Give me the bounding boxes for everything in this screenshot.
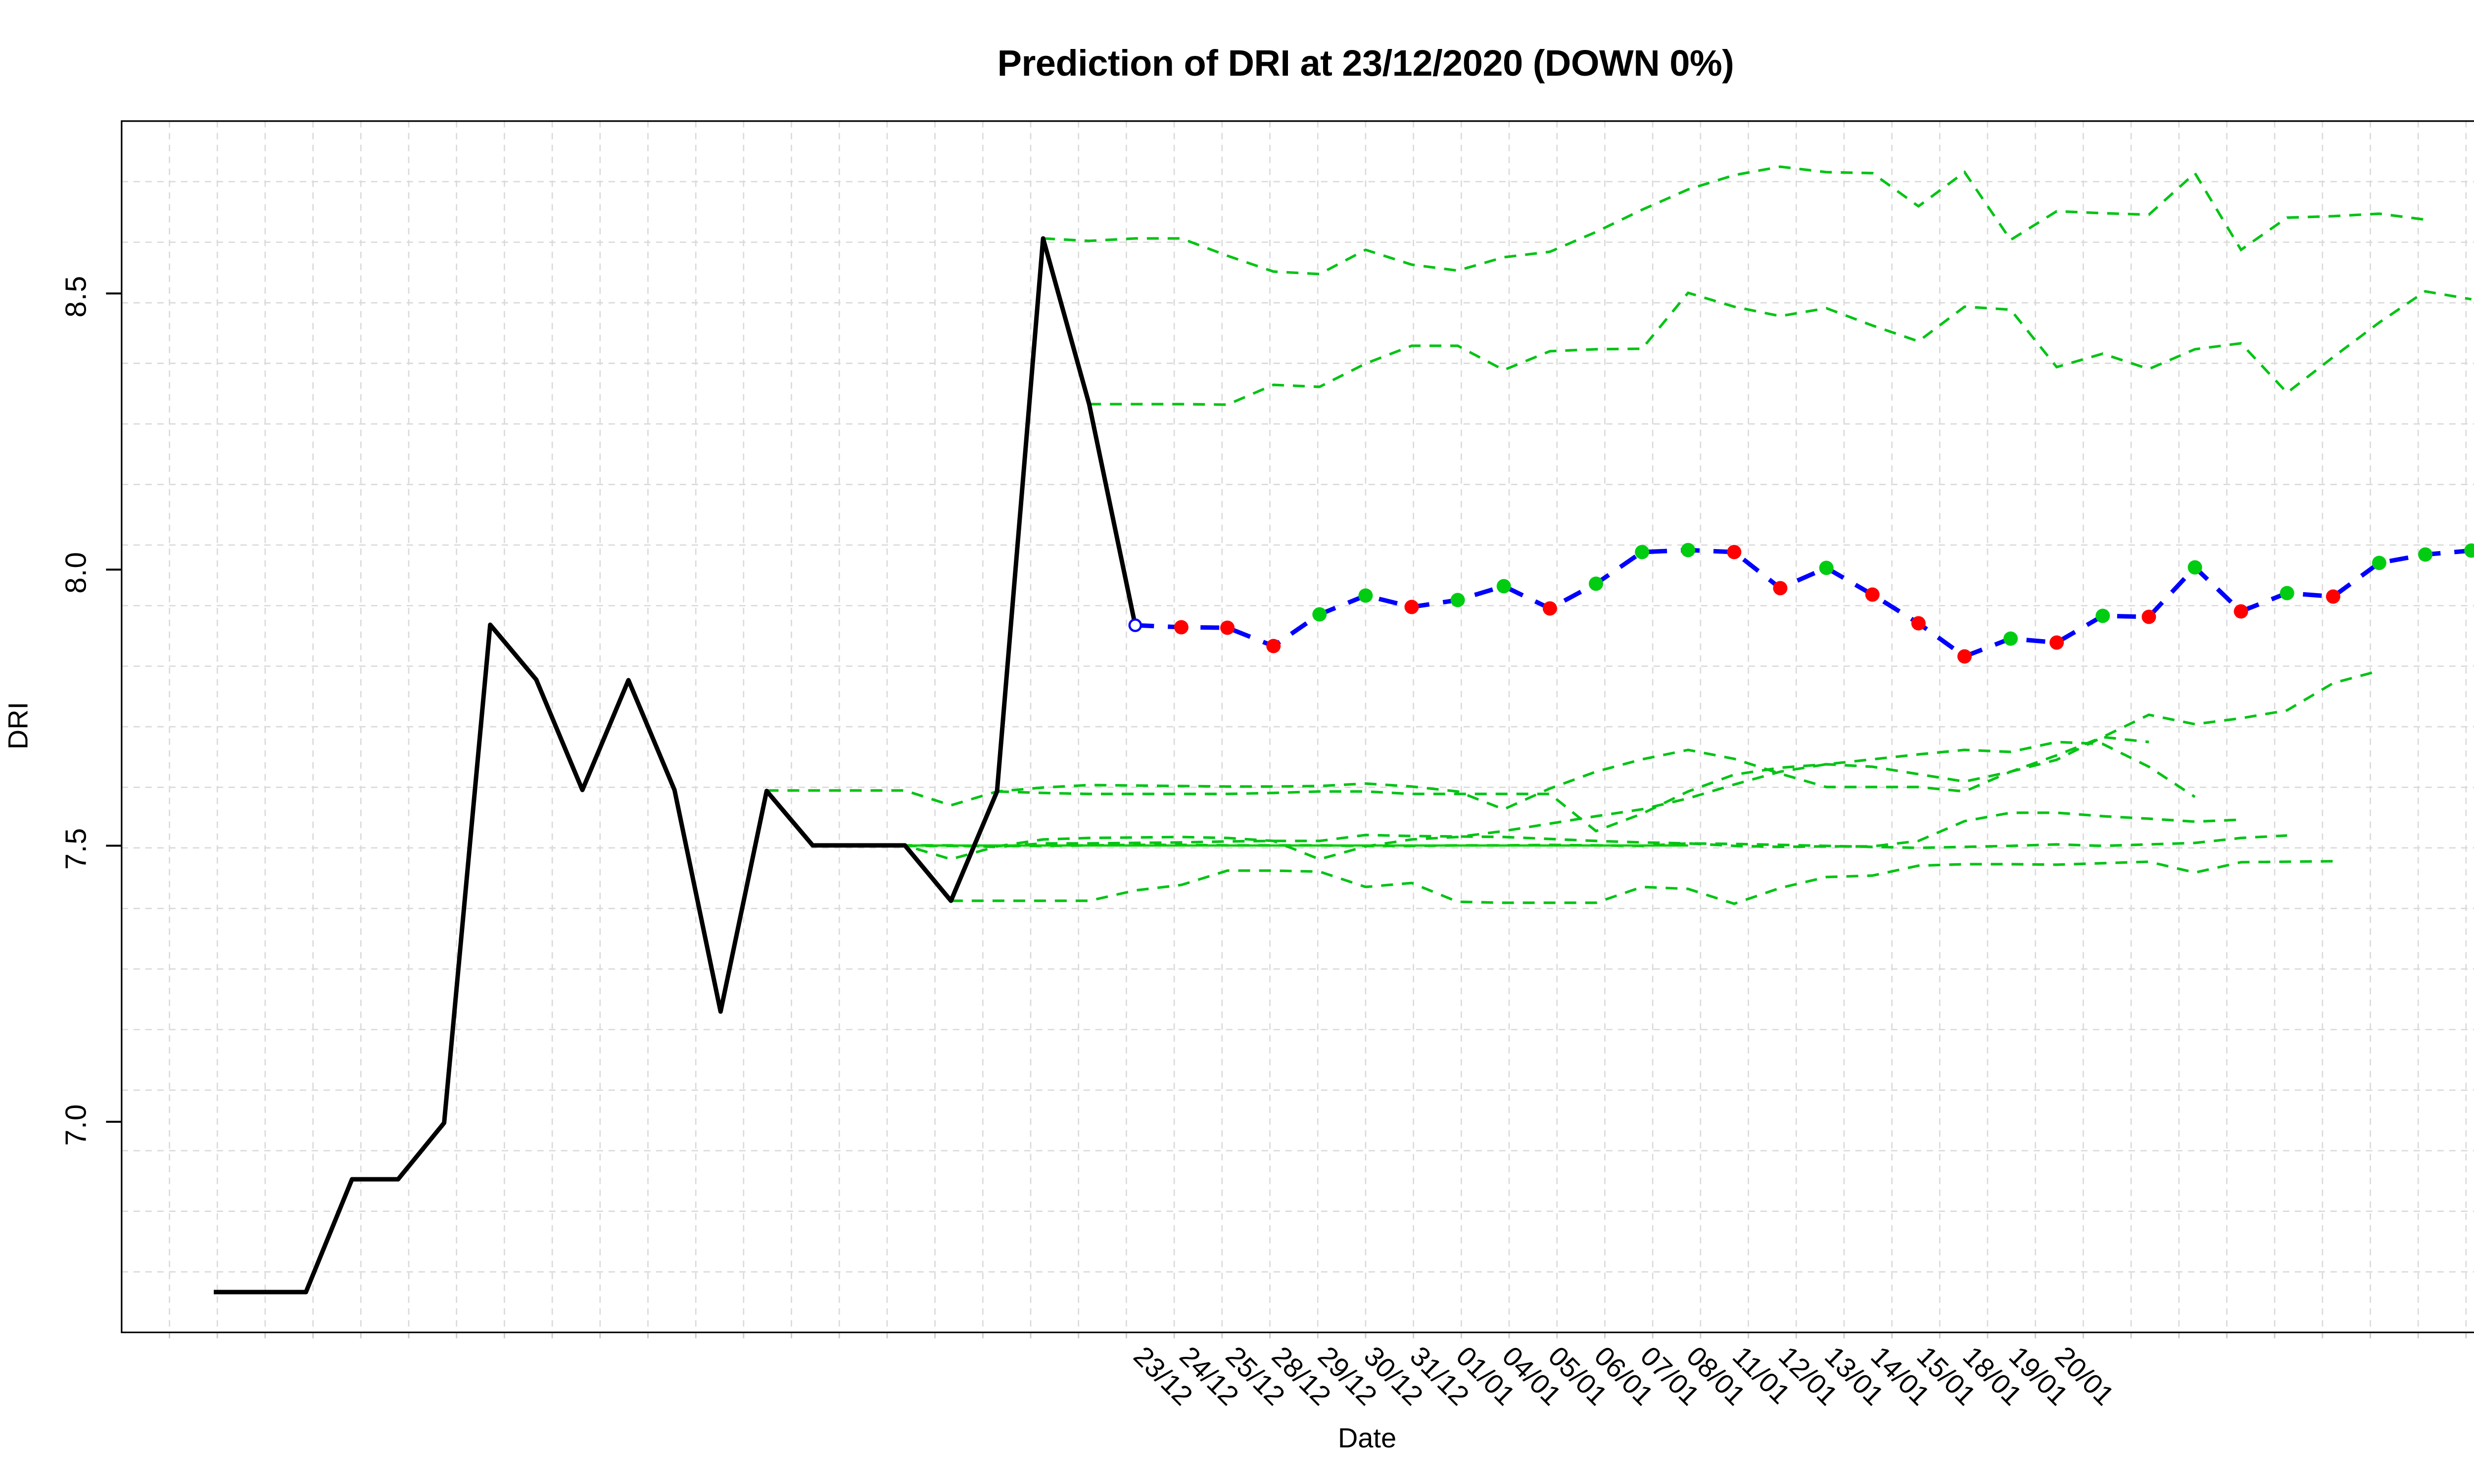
svg-text:8.5: 8.5: [60, 276, 93, 318]
svg-text:7.5: 7.5: [60, 828, 93, 870]
svg-text:Date: Date: [1338, 1422, 1396, 1453]
svg-text:7.0: 7.0: [60, 1104, 93, 1146]
svg-text:Prediction of DRI at 23/12/202: Prediction of DRI at 23/12/2020 (DOWN 0%…: [998, 43, 1734, 84]
svg-text:8.0: 8.0: [60, 552, 93, 594]
svg-text:DRI: DRI: [2, 702, 34, 749]
